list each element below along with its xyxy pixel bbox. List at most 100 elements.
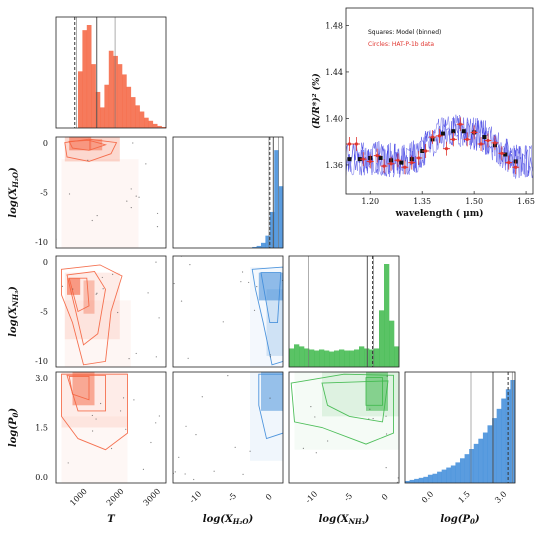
hist-bar — [359, 346, 365, 367]
sample-point — [102, 288, 104, 290]
data-point — [430, 135, 435, 139]
sample-point — [87, 159, 89, 161]
sample-point — [147, 292, 149, 294]
sample-point — [155, 261, 157, 263]
sample-point — [189, 264, 191, 266]
hist-bar — [78, 71, 83, 128]
model-spectrum-line — [346, 118, 533, 178]
sample-point — [158, 415, 160, 417]
x-tick-label: 1000 — [68, 487, 89, 508]
hist-bar — [309, 349, 315, 367]
sample-point — [242, 473, 244, 475]
hist-bar — [113, 55, 118, 128]
hist-bar — [269, 211, 275, 248]
x-axis-title-main: T — [107, 514, 116, 525]
hist-bar — [455, 462, 461, 483]
sample-point — [138, 196, 140, 198]
hist-bar — [394, 346, 400, 367]
sample-point — [174, 471, 176, 473]
spectrum-frame — [345, 7, 534, 195]
sample-point — [117, 311, 119, 314]
sample-point — [249, 450, 251, 452]
y-tick-label: 3.0 — [35, 374, 48, 383]
contour — [61, 264, 123, 366]
legend-entry: Squares: Model (binned) — [368, 29, 441, 36]
y-tick-label: 0.0 — [35, 473, 48, 482]
x-axis-title-main: log(P — [440, 514, 470, 525]
data-point — [465, 137, 469, 141]
sample-point — [256, 285, 258, 288]
sample-point — [135, 195, 137, 197]
x-tick-label: -10 — [304, 489, 319, 504]
legend-entry: Circles: HAT-P-1b data — [368, 41, 434, 48]
contour — [68, 139, 108, 151]
data-point — [437, 134, 442, 138]
x-tick-label: 1.50 — [465, 197, 483, 206]
sample-point — [158, 317, 160, 319]
sample-point — [96, 292, 98, 294]
contour — [68, 375, 90, 401]
x-axis-title-main: log(X — [319, 514, 350, 525]
sample-point — [372, 417, 374, 420]
sample-point — [132, 142, 134, 144]
hist-bar — [261, 242, 266, 248]
density-frame — [172, 255, 284, 368]
sample-point — [112, 273, 114, 275]
density-cell — [61, 416, 128, 483]
data-point — [382, 164, 386, 168]
hist-bar — [405, 480, 410, 483]
x-tick-label: 1.5 — [457, 490, 472, 505]
hist-bar — [324, 350, 330, 367]
sample-point — [72, 288, 74, 290]
x-axis-title: T — [107, 514, 116, 525]
sample-point — [248, 281, 250, 284]
sample-point — [130, 188, 132, 190]
density-frame — [288, 371, 400, 484]
x-axis-title-close: ) — [474, 514, 480, 525]
x-tick-label: 0 — [380, 492, 390, 502]
sample-point — [173, 282, 175, 285]
data-point — [417, 156, 421, 160]
hist-bar — [450, 465, 456, 483]
hist-bar — [437, 471, 442, 483]
x-tick-label: 0 — [264, 492, 274, 502]
density-panel — [56, 137, 159, 248]
hist-frame — [404, 371, 516, 484]
hist-bar — [157, 125, 162, 128]
y-tick-label: 1.36 — [325, 161, 343, 170]
density-frame — [55, 136, 167, 249]
hist-bar — [100, 107, 105, 128]
density-panel — [290, 372, 399, 483]
hist-bar — [427, 474, 433, 483]
model-spectrum-line — [346, 116, 533, 178]
sample-point — [100, 402, 102, 405]
sample-point — [68, 193, 71, 195]
x-tick-label: 3.0 — [493, 490, 508, 505]
y-tick-label: 1.44 — [325, 68, 343, 77]
sample-point — [96, 214, 98, 217]
density-frame — [55, 255, 167, 368]
hist-bar — [294, 344, 300, 367]
hist-bar — [432, 473, 438, 483]
sample-point — [368, 418, 370, 420]
density-panel — [61, 261, 160, 367]
x-axis-title-sub: 0 — [470, 517, 475, 526]
hist-bar — [409, 479, 415, 483]
model-binned-square — [503, 152, 508, 157]
sample-point — [126, 200, 128, 202]
x-axis-title: log(XH₂O) — [203, 514, 254, 526]
contour — [66, 374, 106, 412]
y-axis-title-main: log(X — [8, 187, 19, 218]
hist-bar — [473, 443, 479, 483]
spectrum-inset: 1.20 1.35 1.50 1.65 1.36 1.40 1.44 1.48 waveleng… — [311, 7, 535, 219]
hist-frame — [288, 255, 400, 368]
sample-point — [369, 408, 371, 410]
x-tick-label: -5 — [226, 491, 238, 503]
y-tick-label: -5 — [40, 308, 48, 317]
hist-bar — [152, 123, 158, 128]
y-tick-label: 1.5 — [35, 424, 48, 433]
y-axis-title-main: log(P — [8, 417, 19, 447]
hist-bar — [130, 97, 136, 128]
density-cell — [294, 372, 399, 450]
